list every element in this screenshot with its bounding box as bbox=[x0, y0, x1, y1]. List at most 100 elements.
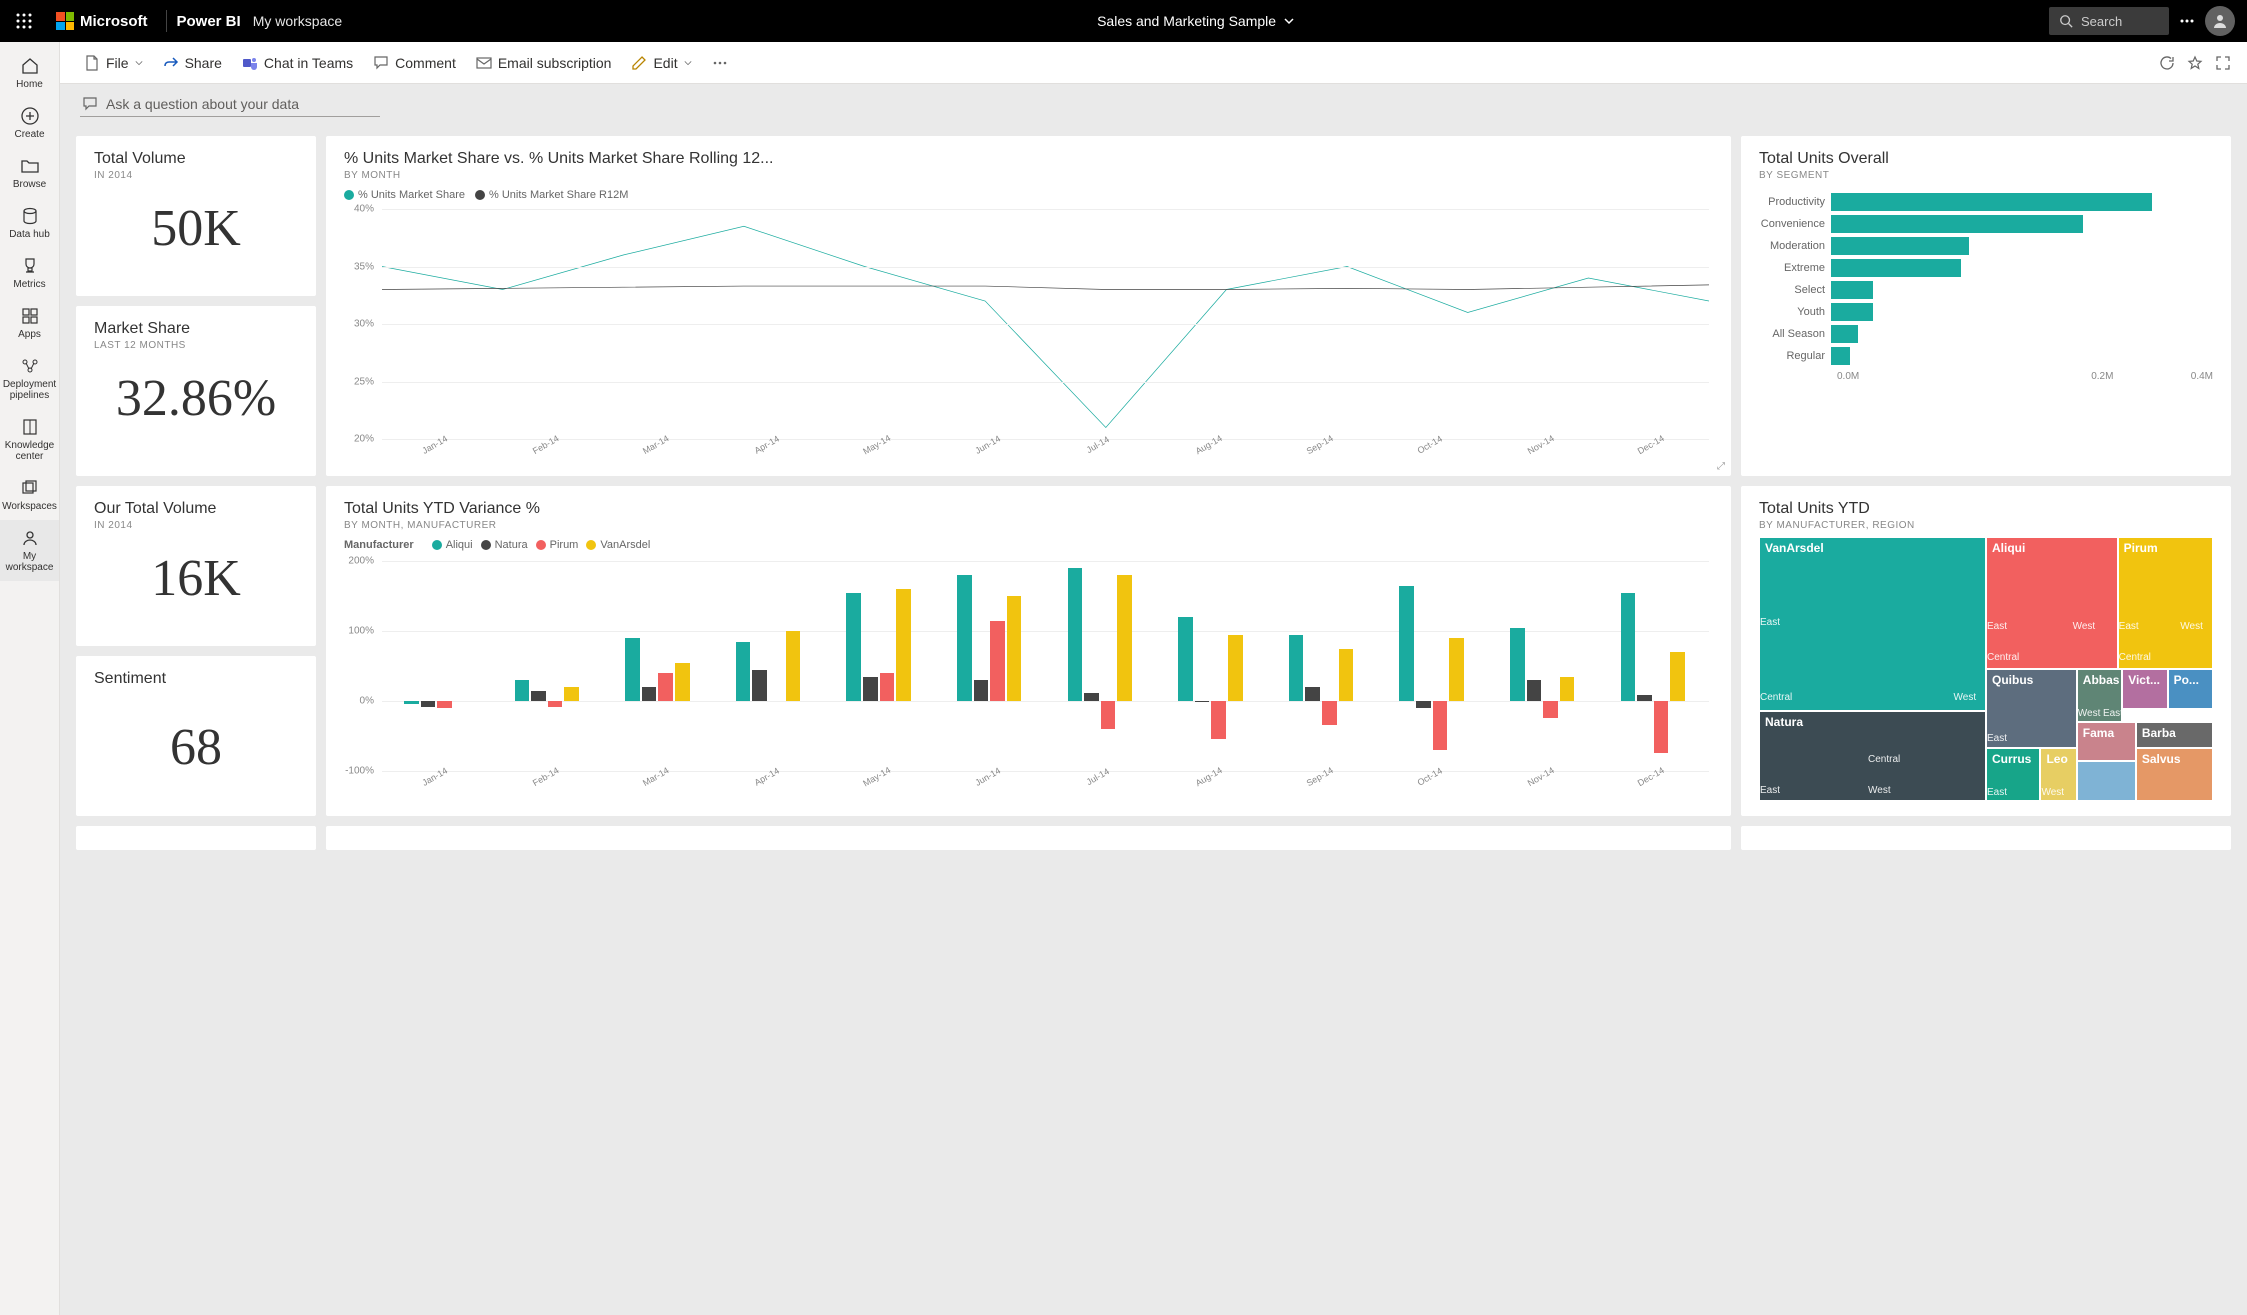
treemap-cell[interactable]: Fama bbox=[2077, 722, 2136, 762]
nav-item-data-hub[interactable]: Data hub bbox=[0, 198, 59, 248]
y-axis: 200%100%0%-100% bbox=[344, 561, 378, 771]
grouped-bar-chart: 200%100%0%-100% Jan-14Feb-14Mar-14Apr-14… bbox=[344, 561, 1713, 791]
x-axis: 0.0M 0.2M 0.4M bbox=[1837, 371, 2213, 382]
treemap-cell[interactable]: NaturaEastCentralWest bbox=[1759, 711, 1986, 801]
file-menu[interactable]: File bbox=[76, 51, 151, 75]
product-name[interactable]: Power BI bbox=[177, 13, 241, 30]
more-button[interactable] bbox=[704, 51, 736, 75]
legend-item: % Units Market Share bbox=[344, 189, 465, 201]
edit-menu[interactable]: Edit bbox=[623, 51, 699, 75]
nav-item-apps[interactable]: Apps bbox=[0, 298, 59, 348]
search-icon bbox=[2059, 14, 2073, 28]
nav-item-metrics[interactable]: Metrics bbox=[0, 248, 59, 298]
nav-item-workspaces[interactable]: Workspaces bbox=[0, 470, 59, 520]
tile-title: Market Share bbox=[94, 320, 298, 338]
tile-subtitle: BY MONTH bbox=[344, 170, 1713, 181]
treemap-cell[interactable]: QuibusEast bbox=[1986, 669, 2077, 748]
microsoft-logo: Microsoft bbox=[48, 12, 156, 30]
nav-item-home[interactable]: Home bbox=[0, 48, 59, 98]
treemap-cell[interactable]: Vict... bbox=[2122, 669, 2167, 709]
header-divider bbox=[166, 10, 167, 32]
tile-ytd-variance[interactable]: Total Units YTD Variance % BY MONTH, MAN… bbox=[326, 486, 1731, 816]
bar-row: Youth bbox=[1759, 303, 2213, 321]
favorite-icon[interactable] bbox=[2187, 55, 2203, 71]
tile-subtitle: IN 2014 bbox=[94, 170, 298, 181]
nav-label: My workspace bbox=[2, 551, 57, 573]
nav-item-knowledge-center[interactable]: Knowledge center bbox=[0, 409, 59, 470]
workspace-breadcrumb[interactable]: My workspace bbox=[253, 13, 342, 29]
y-axis: 40%35%30%25%20% bbox=[344, 209, 378, 439]
bar-row: Moderation bbox=[1759, 237, 2213, 255]
treemap-cell[interactable]: LeoWest bbox=[2040, 748, 2076, 801]
chart-legend: % Units Market Share% Units Market Share… bbox=[344, 189, 1713, 201]
bar-row: Select bbox=[1759, 281, 2213, 299]
tile-our-volume[interactable]: Our Total Volume IN 2014 16K bbox=[76, 486, 316, 646]
tile-title: Sentiment bbox=[94, 670, 298, 688]
tile-stub[interactable] bbox=[326, 826, 1731, 850]
comment-button[interactable]: Comment bbox=[365, 51, 464, 75]
toolbar: File Share Chat in Teams Comment Email s… bbox=[60, 42, 2247, 84]
treemap-cell[interactable]: PirumEastWestCentral bbox=[2118, 537, 2213, 669]
tile-market-share-line-chart[interactable]: % Units Market Share vs. % Units Market … bbox=[326, 136, 1731, 476]
tile-total-volume[interactable]: Total Volume IN 2014 50K bbox=[76, 136, 316, 296]
person-icon bbox=[2212, 13, 2228, 29]
tile-total-units-ytd[interactable]: Total Units YTD BY MANUFACTURER, REGION … bbox=[1741, 486, 2231, 816]
nav-item-my-workspace[interactable]: My workspace bbox=[0, 520, 59, 581]
tile-stub[interactable] bbox=[76, 826, 316, 850]
refresh-icon[interactable] bbox=[2159, 55, 2175, 71]
nav-item-browse[interactable]: Browse bbox=[0, 148, 59, 198]
report-title-text: Sales and Marketing Sample bbox=[1097, 13, 1276, 29]
book-icon bbox=[20, 417, 40, 437]
tile-title: % Units Market Share vs. % Units Market … bbox=[344, 150, 1713, 168]
treemap-cell[interactable]: Salvus bbox=[2136, 748, 2213, 801]
nav-label: Apps bbox=[18, 329, 41, 340]
tile-market-share[interactable]: Market Share LAST 12 MONTHS 32.86% bbox=[76, 306, 316, 476]
pipeline-icon bbox=[20, 356, 40, 376]
comment-label: Comment bbox=[395, 55, 456, 71]
bar-row: All Season bbox=[1759, 325, 2213, 343]
treemap-cell[interactable]: Po... bbox=[2168, 669, 2213, 709]
tile-sentiment[interactable]: Sentiment 68 bbox=[76, 656, 316, 816]
comment-icon bbox=[82, 96, 98, 112]
tile-subtitle: BY MANUFACTURER, REGION bbox=[1759, 520, 2213, 531]
x-axis: Jan-14Feb-14Mar-14Apr-14May-14Jun-14Jul-… bbox=[382, 439, 1709, 459]
nav-item-create[interactable]: Create bbox=[0, 98, 59, 148]
treemap-cell[interactable]: VanArsdelEastCentralWest bbox=[1759, 537, 1986, 711]
treemap-cell[interactable]: AliquiEastWestCentral bbox=[1986, 537, 2118, 669]
legend-item: VanArsdel bbox=[586, 539, 650, 551]
edit-label: Edit bbox=[653, 55, 677, 71]
legend-item: Pirum bbox=[536, 539, 579, 551]
search-input[interactable]: Search bbox=[2049, 7, 2169, 35]
tile-total-units-overall[interactable]: Total Units Overall BY SEGMENT Productiv… bbox=[1741, 136, 2231, 476]
nav-label: Deployment pipelines bbox=[2, 379, 57, 401]
user-avatar[interactable] bbox=[2205, 6, 2235, 36]
expand-icon[interactable]: ⤢ bbox=[1717, 461, 1725, 472]
chart-plot bbox=[382, 209, 1709, 439]
nav-label: Create bbox=[14, 129, 44, 140]
nav-label: Data hub bbox=[9, 229, 50, 240]
app-launcher-button[interactable] bbox=[0, 0, 48, 42]
email-subscription-button[interactable]: Email subscription bbox=[468, 51, 620, 75]
fullscreen-icon[interactable] bbox=[2215, 55, 2231, 71]
treemap-cell[interactable]: AbbasWestEast bbox=[2077, 669, 2122, 722]
chat-teams-button[interactable]: Chat in Teams bbox=[234, 51, 361, 75]
more-icon[interactable] bbox=[2179, 13, 2195, 29]
chevron-down-icon bbox=[684, 59, 692, 67]
report-title-dropdown[interactable]: Sales and Marketing Sample bbox=[1097, 13, 1294, 29]
share-button[interactable]: Share bbox=[155, 51, 230, 75]
treemap-cell[interactable]: Barba bbox=[2136, 722, 2213, 748]
comment-icon bbox=[373, 55, 389, 71]
treemap-chart: VanArsdelEastCentralWestNaturaEastCentra… bbox=[1759, 537, 2213, 801]
legend-item: Natura bbox=[481, 539, 528, 551]
tile-stub[interactable] bbox=[1741, 826, 2231, 850]
tile-subtitle: IN 2014 bbox=[94, 520, 298, 531]
nav-item-deployment-pipelines[interactable]: Deployment pipelines bbox=[0, 348, 59, 409]
bar-chart-horizontal: ProductivityConvenienceModerationExtreme… bbox=[1759, 193, 2213, 365]
treemap-cell[interactable] bbox=[2077, 761, 2136, 801]
apps-icon bbox=[20, 306, 40, 326]
more-icon bbox=[712, 55, 728, 71]
share-label: Share bbox=[185, 55, 222, 71]
qna-input[interactable]: Ask a question about your data bbox=[80, 92, 380, 117]
x-axis: Jan-14Feb-14Mar-14Apr-14May-14Jun-14Jul-… bbox=[382, 771, 1709, 791]
treemap-cell[interactable]: CurrusEast bbox=[1986, 748, 2040, 801]
